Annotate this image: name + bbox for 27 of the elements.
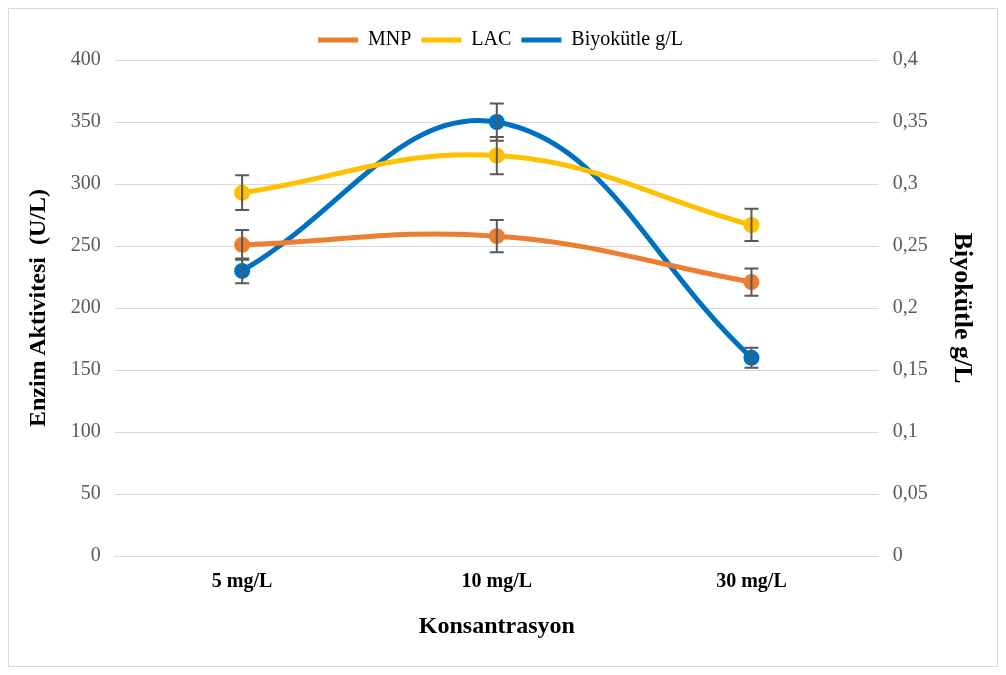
y2-tick-label: 0,05 <box>892 481 928 504</box>
y2-tick-label: 0 <box>892 543 903 566</box>
legend-label: LAC <box>471 27 512 50</box>
y-axis-title: Enzim Aktivitesi (U/L) <box>23 189 50 428</box>
y-tick-label: 200 <box>70 295 101 318</box>
y-tick-label: 300 <box>70 171 101 194</box>
y2-tick-label: 0,1 <box>892 419 918 442</box>
y-tick-label: 100 <box>70 419 101 442</box>
x-tick-label: 10 mg/L <box>461 569 533 593</box>
y2-tick-label: 0,3 <box>892 171 918 194</box>
y-tick-label: 350 <box>70 109 101 132</box>
y2-tick-label: 0,35 <box>892 109 928 132</box>
y-tick-label: 0 <box>90 543 101 566</box>
y2-tick-label: 0,4 <box>892 47 918 70</box>
y-tick-label: 150 <box>70 357 101 380</box>
x-tick-label: 5 mg/L <box>211 569 273 593</box>
y2-axis-title: Biyokütle g/L <box>948 232 978 384</box>
legend-label: MNP <box>368 27 412 50</box>
x-tick-label: 30 mg/L <box>716 569 787 593</box>
y-tick-label: 250 <box>70 233 101 256</box>
legend-label: Biyokütle g/L <box>571 27 684 51</box>
y-tick-label: 50 <box>80 481 101 504</box>
y2-tick-label: 0,2 <box>892 295 918 318</box>
y2-tick-label: 0,25 <box>892 233 928 256</box>
x-axis-title: Konsantrasyon <box>418 611 575 638</box>
y2-tick-label: 0,15 <box>892 357 928 380</box>
y-tick-label: 400 <box>70 47 101 70</box>
